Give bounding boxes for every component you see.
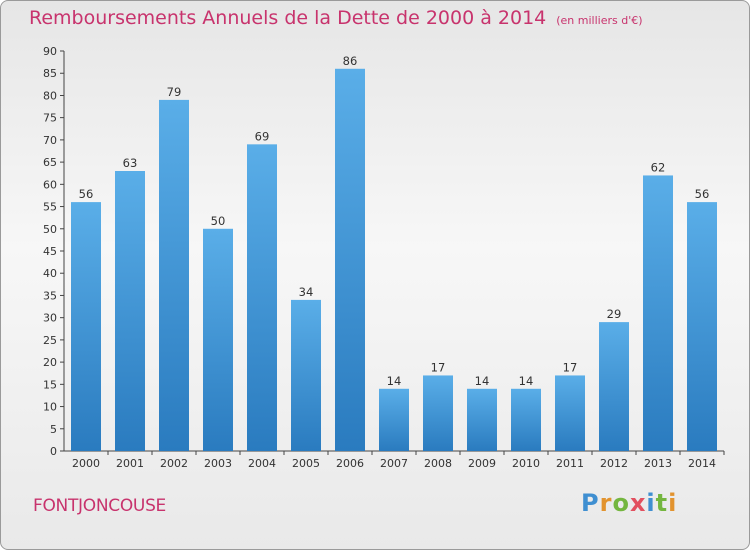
- bar: [159, 99, 189, 451]
- data-label: 69: [255, 129, 270, 143]
- y-tick-label: 60: [43, 178, 57, 191]
- bar: [423, 375, 453, 451]
- y-tick-label: 20: [43, 356, 57, 369]
- bar: [71, 202, 101, 451]
- bars: [71, 68, 717, 452]
- data-label: 56: [79, 187, 94, 201]
- bar: [599, 322, 629, 451]
- x-tick-label: 2012: [600, 457, 628, 470]
- y-tick-label: 10: [43, 401, 57, 414]
- brand-letter: r: [599, 489, 613, 517]
- y-tick-label: 35: [43, 289, 57, 302]
- data-label: 34: [299, 285, 314, 299]
- y-tick-label: 70: [43, 134, 57, 147]
- data-label: 86: [343, 54, 358, 68]
- y-tick-label: 30: [43, 312, 57, 325]
- bar: [115, 171, 145, 451]
- x-tick-label: 2011: [556, 457, 584, 470]
- value-labels: 56 63 79 50 69 34 86 14 17 14 14 17 29 62 56: [79, 54, 710, 388]
- data-label: 17: [563, 360, 578, 374]
- brand-letter: i: [646, 489, 656, 517]
- chart-title: Remboursements Annuels de la Dette de 20…: [29, 7, 643, 29]
- x-tick-label: 2008: [424, 457, 452, 470]
- y-tick-label: 65: [43, 156, 57, 169]
- y-tick-label: 80: [43, 89, 57, 102]
- bar: [643, 175, 673, 451]
- bar: [467, 388, 497, 451]
- x-tick-label: 2002: [160, 457, 188, 470]
- y-tick-label: 55: [43, 201, 57, 214]
- y-tick-label: 40: [43, 267, 57, 280]
- chart-subtitle: (en milliers d'€): [556, 14, 643, 27]
- y-tick-label: 5: [50, 423, 57, 436]
- data-label: 79: [167, 85, 182, 99]
- data-label: 56: [695, 187, 710, 201]
- data-label: 29: [607, 307, 622, 321]
- x-tick-label: 2009: [468, 457, 496, 470]
- y-tick-label: 85: [43, 67, 57, 80]
- brand-letter: x: [629, 489, 647, 517]
- brand-letter: o: [612, 489, 630, 517]
- x-tick-label: 2010: [512, 457, 540, 470]
- commune-name: FONTJONCOUSE: [33, 496, 166, 516]
- bar: [555, 375, 585, 451]
- y-tick-label: 50: [43, 223, 57, 236]
- data-label: 62: [651, 160, 666, 174]
- bar: [291, 299, 321, 451]
- data-label: 50: [211, 214, 226, 228]
- bar: [203, 228, 233, 451]
- bar: [247, 144, 277, 452]
- y-tick-label: 90: [43, 45, 57, 58]
- bar: [335, 68, 365, 452]
- y-tick-label: 75: [43, 112, 57, 125]
- data-label: 14: [519, 374, 534, 388]
- x-tick-label: 2004: [248, 457, 276, 470]
- x-tick-label: 2001: [116, 457, 144, 470]
- brand-logo: Proxiti: [581, 489, 677, 517]
- y-tick-label: 15: [43, 378, 57, 391]
- y-tick-label: 0: [50, 445, 57, 458]
- x-tick-label: 2005: [292, 457, 320, 470]
- y-tick-label: 45: [43, 245, 57, 258]
- data-label: 17: [431, 360, 446, 374]
- bar: [511, 388, 541, 451]
- y-tick-label: 25: [43, 334, 57, 347]
- brand-letter: P: [581, 489, 600, 517]
- bar: [687, 202, 717, 451]
- brand-letter: i: [668, 489, 678, 517]
- chart-title-text: Remboursements Annuels de la Dette de 20…: [29, 7, 547, 29]
- x-tick-label: 2006: [336, 457, 364, 470]
- data-label: 63: [123, 156, 138, 170]
- x-tick-label: 2007: [380, 457, 408, 470]
- bar: [379, 388, 409, 451]
- data-label: 14: [475, 374, 490, 388]
- brand-letter: t: [655, 489, 669, 517]
- x-tick-label: 2003: [204, 457, 232, 470]
- x-tick-label: 2014: [688, 457, 716, 470]
- data-label: 14: [387, 374, 402, 388]
- x-tick-label: 2013: [644, 457, 672, 470]
- x-tick-label: 2000: [72, 457, 100, 470]
